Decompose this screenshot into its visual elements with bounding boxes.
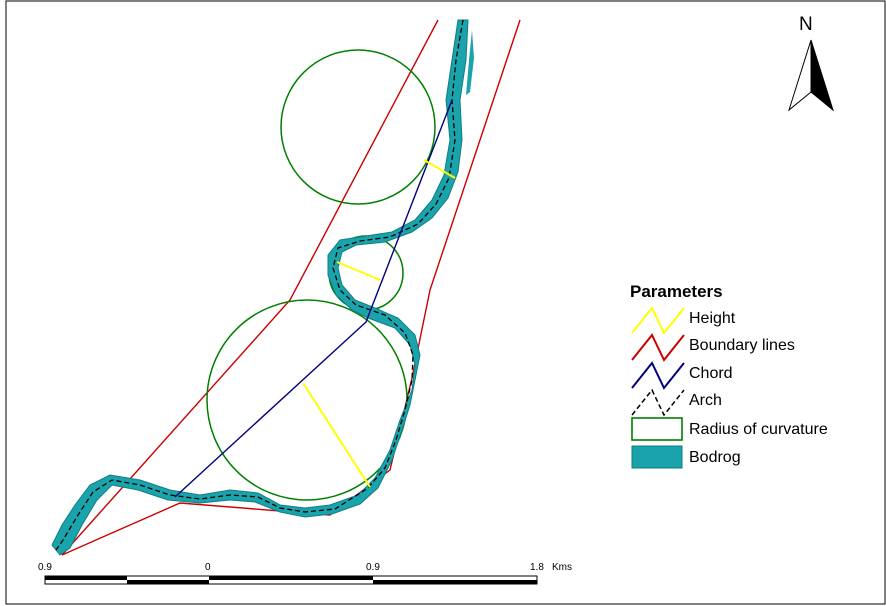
scale-segment-2 <box>127 580 209 584</box>
legend-height-icon <box>631 306 685 335</box>
boundary-lines <box>61 19 521 556</box>
legend-item-height: Height <box>689 310 736 327</box>
scale-label-zero: 0 <box>205 562 211 573</box>
map-frame-border <box>5 0 886 605</box>
legend-item-arch: Arch <box>689 392 722 409</box>
legend-bodrog-icon <box>631 445 683 469</box>
river-side-channel <box>466 30 474 95</box>
legend-item-radius: Radius of curvature <box>689 421 828 438</box>
legend-boundary-icon <box>631 333 685 362</box>
scale-segment-1 <box>45 576 127 580</box>
legend-item-bodrog: Bodrog <box>689 449 741 466</box>
height-line-lower <box>302 382 371 488</box>
legend-icons <box>631 306 685 469</box>
legend-item-chord: Chord <box>689 365 733 382</box>
height-lines <box>302 159 456 488</box>
boundary-line-right <box>61 19 521 556</box>
scale-segment-3 <box>209 576 373 580</box>
scale-unit: Kms <box>552 562 572 573</box>
north-arrow-icon <box>788 39 834 112</box>
north-label: N <box>799 14 813 35</box>
legend-radius-icon <box>631 417 683 441</box>
scale-label-mid: 0.9 <box>366 562 380 573</box>
legend-arch-icon <box>631 388 685 417</box>
height-line-middle <box>336 261 381 281</box>
river-bodrog <box>51 19 469 556</box>
scale-bar <box>44 575 538 585</box>
legend-chord-icon <box>631 361 685 390</box>
height-line-upper <box>423 159 456 179</box>
legend-title: Parameters <box>630 282 723 301</box>
chord-line <box>174 99 453 498</box>
chord-lines <box>174 99 453 498</box>
scale-segment-4 <box>373 580 537 584</box>
arch-line <box>55 19 464 551</box>
scale-label-left: 0.9 <box>38 562 52 573</box>
scale-label-right: 1.8 <box>530 562 544 573</box>
boundary-line-left <box>61 19 439 556</box>
legend-item-boundary-lines: Boundary lines <box>689 337 795 354</box>
radius-circle-upper <box>280 49 436 205</box>
